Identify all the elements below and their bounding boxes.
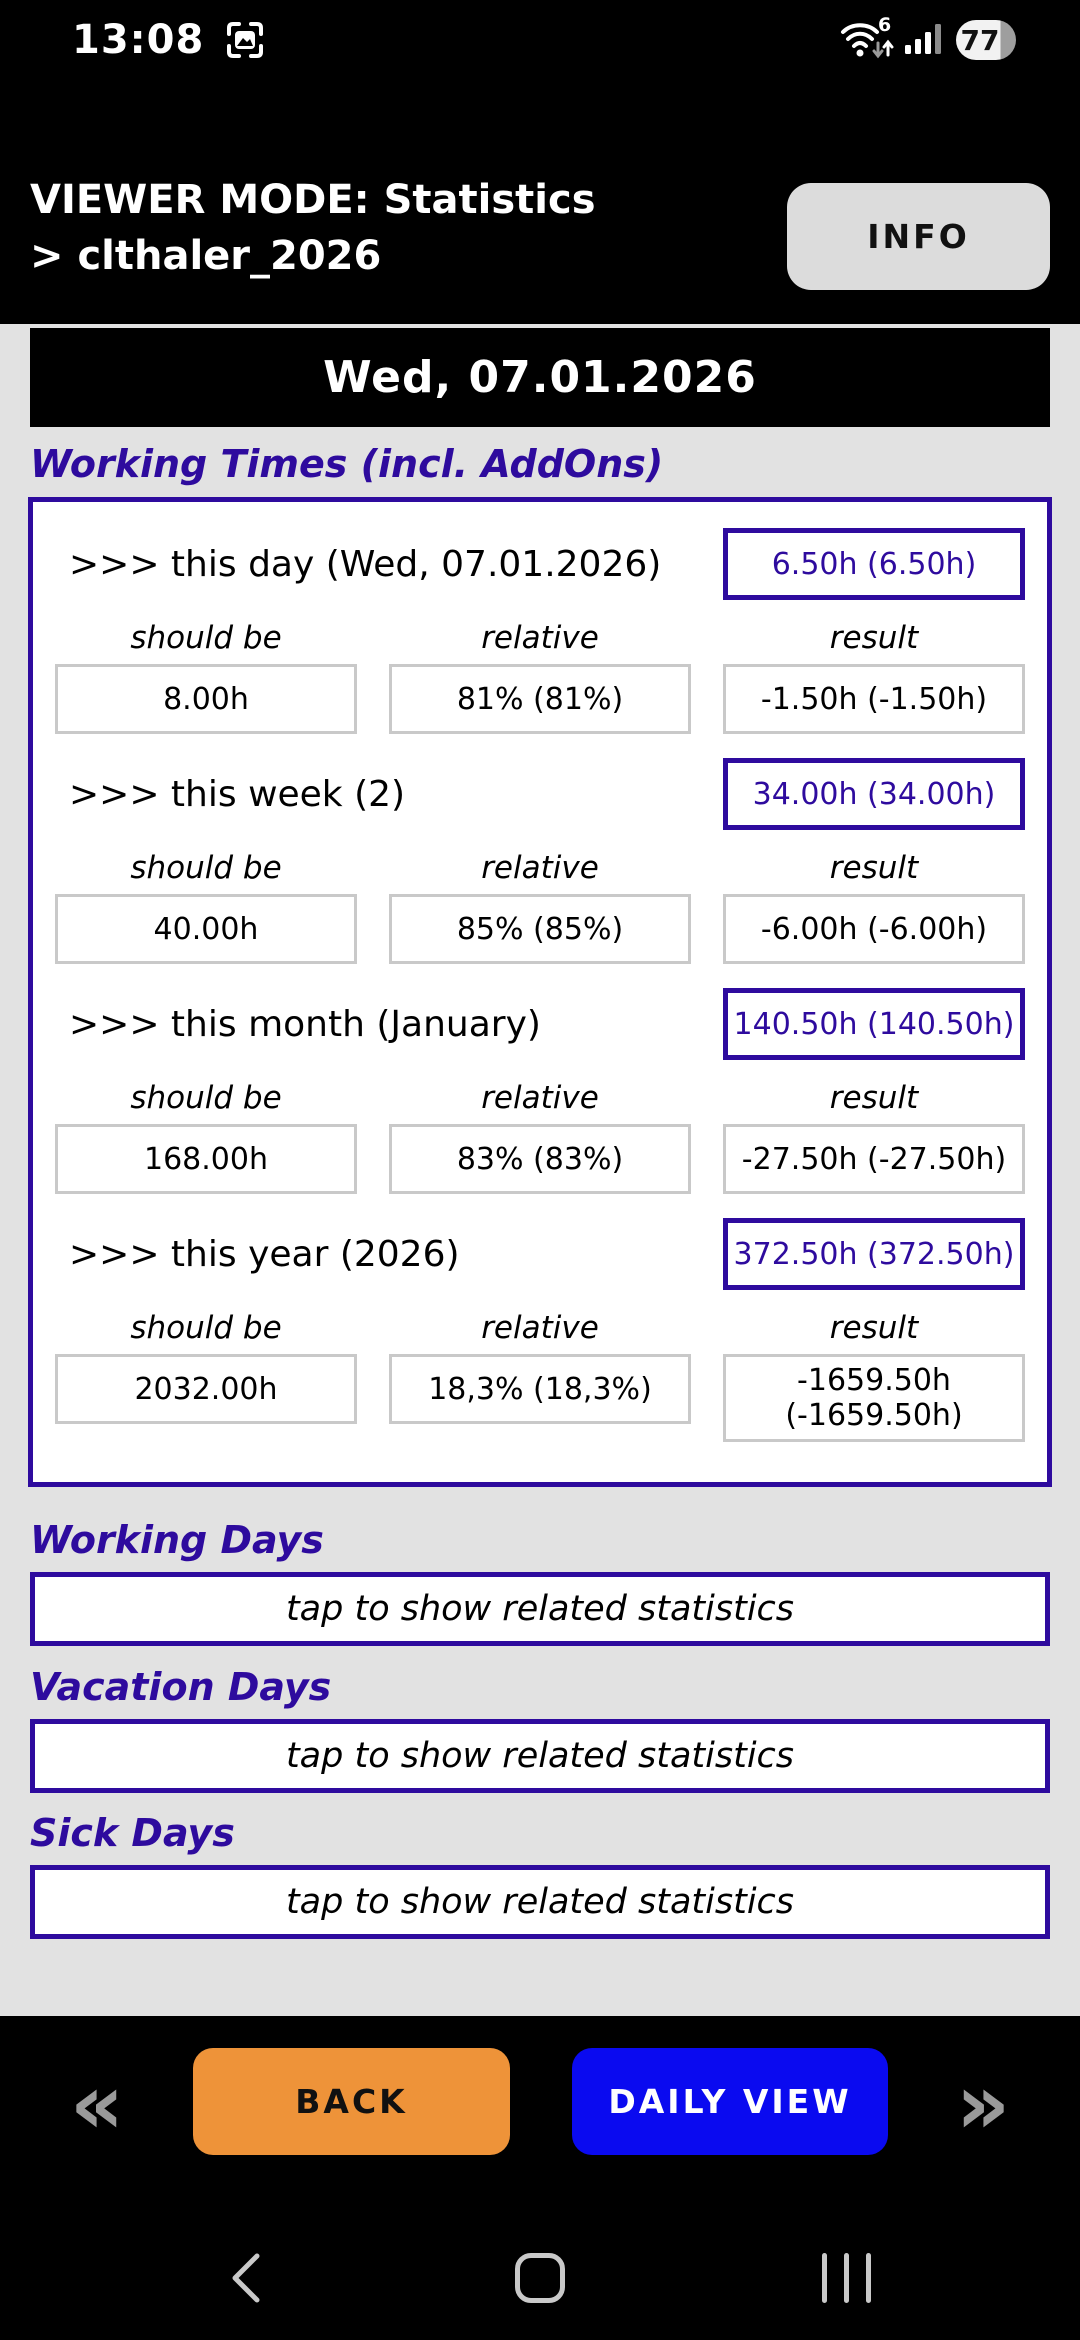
info-button[interactable]: INFO [787, 183, 1050, 290]
col-header-relative: relative [481, 620, 599, 656]
period-label: >>> this month (January) [69, 1003, 541, 1045]
sick-days-title: Sick Days [30, 1811, 235, 1855]
main-content: Wed, 07.01.2026 Working Times (incl. Add… [0, 324, 1080, 2016]
col-header-result: result [829, 850, 919, 886]
col-header-relative: relative [481, 1080, 599, 1116]
result-value: -6.00h (-6.00h) [723, 894, 1025, 964]
working-days-title: Working Days [30, 1518, 324, 1562]
vacation-days-expander[interactable]: tap to show related statistics [30, 1719, 1050, 1793]
android-home-icon[interactable] [490, 2216, 590, 2340]
working-times-row-month: >>> this month (January) 140.50h (140.50… [55, 988, 1025, 1194]
working-times-row-week: >>> this week (2) 34.00h (34.00h) should… [55, 758, 1025, 964]
period-total-box: 34.00h (34.00h) [723, 758, 1025, 830]
working-days-expander[interactable]: tap to show related statistics [30, 1572, 1050, 1646]
period-total-box: 140.50h (140.50h) [723, 988, 1025, 1060]
relative-value: 18,3% (18,3%) [389, 1354, 691, 1424]
sick-days-expander[interactable]: tap to show related statistics [30, 1865, 1050, 1939]
should-be-value: 40.00h [55, 894, 357, 964]
should-be-value: 2032.00h [55, 1354, 357, 1424]
period-label: >>> this week (2) [69, 773, 406, 815]
vacation-days-title: Vacation Days [30, 1665, 332, 1709]
should-be-value: 168.00h [55, 1124, 357, 1194]
relative-value: 85% (85%) [389, 894, 691, 964]
working-times-panel: >>> this day (Wed, 07.01.2026) 6.50h (6.… [28, 497, 1052, 1487]
battery-percent: 77 [960, 23, 1000, 57]
period-label: >>> this year (2026) [69, 1233, 460, 1275]
working-days-section: Working Days tap to show related statist… [30, 1518, 1050, 1646]
daily-view-button[interactable]: DAILY VIEW [572, 2048, 888, 2155]
col-header-relative: relative [481, 850, 599, 886]
relative-value: 81% (81%) [389, 664, 691, 734]
viewer-mode-title: VIEWER MODE: Statistics [30, 177, 596, 223]
col-header-result: result [829, 1080, 919, 1116]
period-label: >>> this day (Wed, 07.01.2026) [69, 543, 662, 585]
page-title: VIEWER MODE: Statistics > clthaler_2026 [30, 172, 750, 284]
col-header-relative: relative [481, 1310, 599, 1346]
signal-strength-icon [904, 17, 946, 63]
back-button[interactable]: BACK [193, 2048, 510, 2155]
vacation-days-section: Vacation Days tap to show related statis… [30, 1665, 1050, 1793]
android-navigation-bar [0, 2216, 1080, 2340]
col-header-should-be: should be [130, 620, 282, 656]
working-times-section-title: Working Times (incl. AddOns) [30, 442, 664, 486]
android-recents-icon[interactable] [796, 2216, 896, 2340]
clock: 13:08 [72, 17, 205, 63]
should-be-value: 8.00h [55, 664, 357, 734]
wifi-icon: 6 [838, 14, 894, 65]
col-header-should-be: should be [130, 1310, 282, 1346]
battery-indicator: 77 [956, 20, 1016, 60]
result-value: -1.50h (-1.50h) [723, 664, 1025, 734]
col-header-result: result [829, 1310, 919, 1346]
col-header-result: result [829, 620, 919, 656]
previous-day-button[interactable]: « [42, 2044, 152, 2164]
screenshot-icon [222, 17, 268, 63]
dataset-breadcrumb: > clthaler_2026 [30, 233, 382, 279]
android-back-icon[interactable] [195, 2216, 295, 2340]
working-times-row-day: >>> this day (Wed, 07.01.2026) 6.50h (6.… [55, 528, 1025, 734]
result-value: -1659.50h (-1659.50h) [723, 1354, 1025, 1442]
status-bar: 13:08 6 [0, 0, 1080, 80]
svg-text:6: 6 [878, 15, 891, 36]
period-total-box: 6.50h (6.50h) [723, 528, 1025, 600]
col-header-should-be: should be [130, 850, 282, 886]
bottom-action-bar: « BACK DAILY VIEW » [0, 2016, 1080, 2216]
period-total-box: 372.50h (372.50h) [723, 1218, 1025, 1290]
next-day-button[interactable]: » [928, 2044, 1038, 2164]
date-banner: Wed, 07.01.2026 [30, 328, 1050, 427]
working-times-row-year: >>> this year (2026) 372.50h (372.50h) s… [55, 1218, 1025, 1442]
relative-value: 83% (83%) [389, 1124, 691, 1194]
sick-days-section: Sick Days tap to show related statistics [30, 1811, 1050, 1939]
result-value: -27.50h (-27.50h) [723, 1124, 1025, 1194]
col-header-should-be: should be [130, 1080, 282, 1116]
